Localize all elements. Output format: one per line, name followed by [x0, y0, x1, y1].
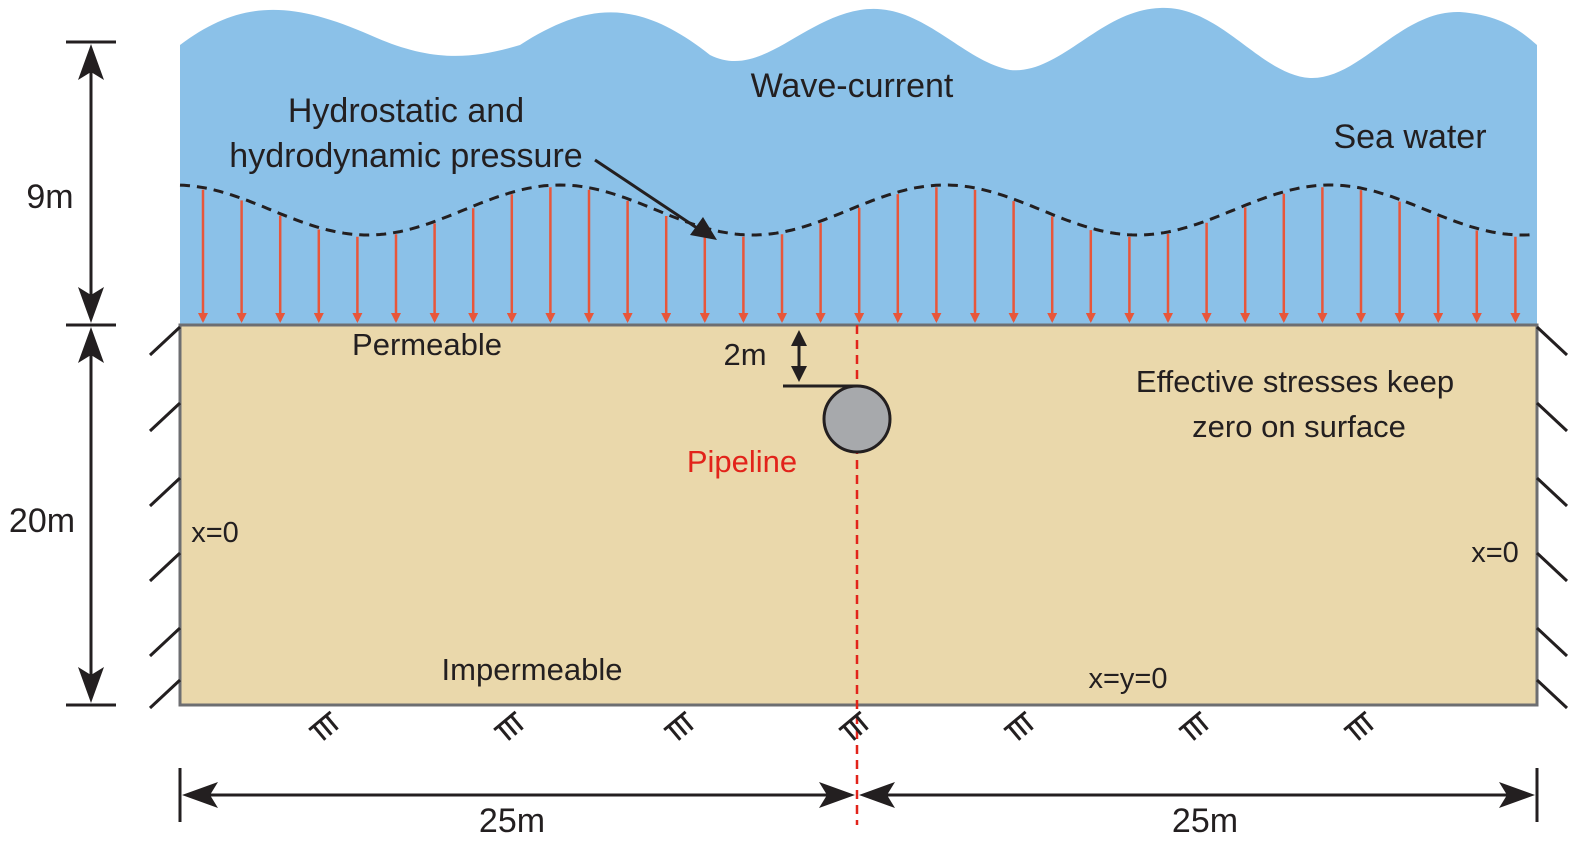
- impermeable-label: Impermeable: [442, 652, 623, 687]
- hatch-line: [148, 325, 182, 357]
- hatch-line: [1535, 476, 1569, 508]
- effective-stress-line2: zero on surface: [1192, 409, 1406, 444]
- water-depth-label: 9m: [26, 178, 73, 216]
- pipeline-circle: [822, 384, 892, 454]
- pipeline-label: Pipeline: [687, 444, 797, 479]
- hatch-line: [148, 476, 182, 508]
- roller-hatch-icon: [493, 710, 524, 741]
- roller-hatch-icon: [663, 710, 694, 741]
- pressure-arrow-group: [198, 187, 1521, 323]
- water-depth-dimension: [66, 40, 116, 327]
- permeable-label: Permeable: [352, 327, 502, 362]
- pressure-label-line1: Hydrostatic and: [288, 92, 524, 130]
- left-fixed-support-icon: [148, 325, 182, 710]
- right-boundary-label: x=0: [1471, 537, 1519, 569]
- roller-hatch-icon: [1003, 710, 1034, 741]
- hatch-line: [148, 401, 182, 433]
- bottom-boundary-label: x=y=0: [1089, 663, 1168, 695]
- seabed-depth-dimension: [66, 327, 116, 707]
- pressure-envelope-curve: [179, 183, 1537, 237]
- effective-stress-line1: Effective stresses keep: [1136, 364, 1454, 399]
- hatch-line: [148, 551, 182, 583]
- sea-water-region: [180, 7, 1537, 326]
- roller-hatch-icon: [1343, 710, 1374, 741]
- burial-depth-label: 2m: [723, 337, 766, 372]
- left-boundary-label: x=0: [191, 517, 239, 549]
- seabed-depth-label: 20m: [9, 502, 75, 540]
- roller-hatch-icon: [838, 710, 869, 741]
- hatch-line: [1535, 678, 1569, 710]
- width-dimension: [178, 768, 1539, 822]
- hatch-line: [148, 678, 182, 710]
- pressure-leader-arrow: [594, 158, 717, 240]
- sea-water-label: Sea water: [1333, 118, 1486, 156]
- roller-hatch-icon: [1178, 710, 1209, 741]
- bottom-support-icons: [308, 710, 1374, 741]
- hatch-line: [1535, 626, 1569, 658]
- hatch-line: [1535, 325, 1569, 357]
- wave-current-label: Wave-current: [751, 67, 954, 105]
- roller-hatch-icon: [308, 710, 339, 741]
- seabed-region: [178, 323, 1539, 707]
- hatch-line: [1535, 401, 1569, 433]
- pressure-label-line2: hydrodynamic pressure: [229, 137, 582, 175]
- left-width-label: 25m: [479, 802, 545, 840]
- hatch-line: [148, 626, 182, 658]
- burial-depth-arrow: [791, 330, 807, 382]
- right-fixed-support-icon: [1535, 325, 1569, 710]
- right-width-label: 25m: [1172, 802, 1238, 840]
- hatch-line: [1535, 551, 1569, 583]
